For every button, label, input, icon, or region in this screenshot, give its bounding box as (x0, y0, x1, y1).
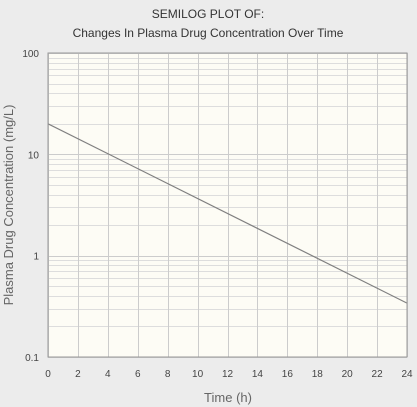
x-tick-labels: 0 2 4 6 8 10 12 14 16 18 20 22 24 (45, 369, 413, 380)
x-tick-label: 6 (135, 369, 141, 380)
x-tick-label: 4 (105, 369, 111, 380)
x-tick-label: 10 (192, 369, 204, 380)
plot-border (47, 52, 408, 358)
x-tick-label: 0 (45, 369, 51, 380)
x-tick-label: 24 (401, 369, 413, 380)
series-layer (47, 123, 408, 304)
x-tick-label: 16 (282, 369, 294, 380)
x-tick-label: 20 (342, 369, 354, 380)
x-tick-label: 22 (372, 369, 384, 380)
y-tick-label: 100 (22, 49, 39, 60)
y-tick-label: 10 (28, 150, 40, 161)
y-tick-labels: 0.1 1 10 100 (22, 49, 39, 364)
chart-subtitle: Changes In Plasma Drug Concentration Ove… (73, 26, 344, 40)
chart-title: SEMILOG PLOT OF: (152, 7, 264, 21)
x-tick-label: 14 (252, 369, 264, 380)
x-tick-label: 12 (222, 369, 234, 380)
x-tick-label: 8 (165, 369, 171, 380)
series-line-1 (47, 123, 408, 304)
x-tick-label: 2 (75, 369, 81, 380)
plot-area (48, 53, 407, 357)
x-tick-label: 18 (312, 369, 324, 380)
y-tick-label: 1 (33, 252, 39, 263)
x-axis-label: Time (h) (204, 390, 252, 405)
y-tick-label: 0.1 (25, 353, 39, 364)
y-axis-label: Plasma Drug Concentration (mg/L) (1, 105, 16, 306)
